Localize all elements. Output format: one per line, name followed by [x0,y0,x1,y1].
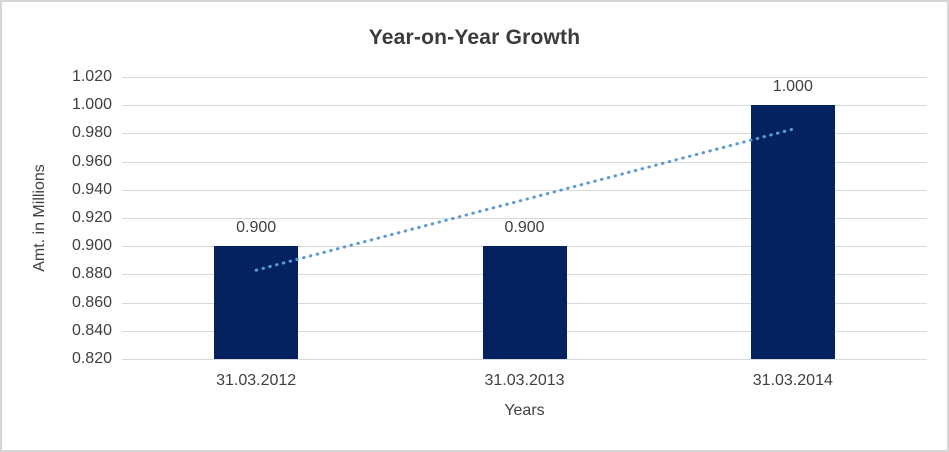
bar-31.03.2014 [750,105,835,359]
y-tick-label: 1.000 [71,96,112,113]
y-tick-label: 0.820 [71,350,112,367]
data-label: 0.900 [236,219,277,237]
bar-31.03.2012 [214,246,299,359]
bar-31.03.2013 [482,246,567,359]
y-tick-label: 0.860 [71,294,112,311]
x-tick-label: 31.03.2014 [752,372,833,389]
data-label: 0.900 [504,219,545,237]
y-tick-label: 0.980 [71,124,112,141]
y-tick-label: 0.840 [71,322,112,339]
y-tick-label: 0.960 [71,153,112,170]
gridline [122,359,927,360]
gridline [122,105,927,106]
x-axis-title: Years [504,402,545,419]
x-tick-label: 31.03.2013 [484,372,565,389]
data-label: 1.000 [772,78,813,96]
y-tick-label: 0.940 [71,181,112,198]
y-tick-label: 0.920 [71,209,112,226]
y-tick-label: 0.900 [71,237,112,254]
y-tick-label: 0.880 [71,265,112,282]
y-tick-label: 1.020 [71,68,112,85]
gridline [122,77,927,78]
x-tick-label: 31.03.2012 [216,372,297,389]
chart-title: Year-on-Year Growth [368,26,581,49]
